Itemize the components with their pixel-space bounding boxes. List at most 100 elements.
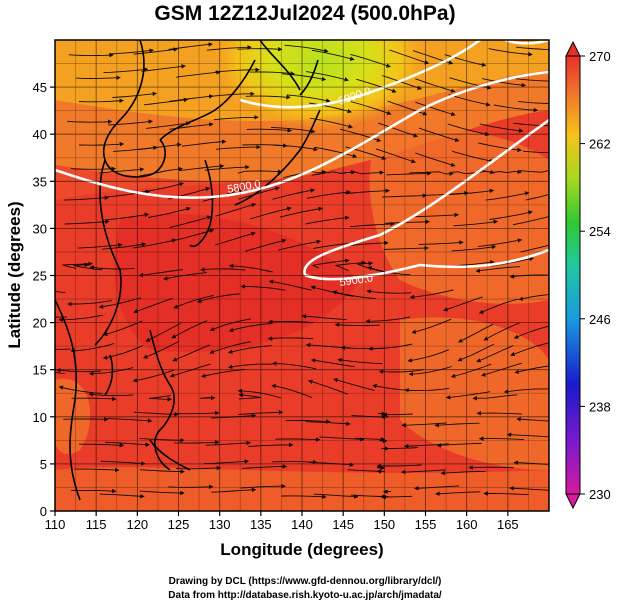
x-tick-label: 165	[497, 517, 519, 532]
streamline	[55, 348, 71, 350]
streamline	[478, 142, 522, 153]
streamline	[493, 104, 539, 113]
streamline	[102, 320, 143, 337]
streamline	[267, 336, 314, 341]
streamline	[141, 64, 186, 72]
colorbar: 230 238 246 254 262 270	[565, 40, 611, 510]
contour-5900-south	[304, 248, 549, 281]
streamline	[176, 70, 221, 78]
streamline	[107, 417, 153, 423]
streamline	[357, 261, 385, 273]
y-tick-label: 5	[40, 457, 47, 472]
streamline	[337, 357, 383, 364]
streamline	[64, 219, 110, 225]
streamline	[227, 363, 273, 370]
streamline	[408, 366, 452, 377]
streamline	[310, 358, 355, 368]
streamline	[78, 98, 124, 104]
streamline	[271, 459, 318, 465]
streamline	[70, 343, 114, 353]
streamline	[139, 490, 185, 496]
streamline	[515, 78, 549, 82]
streamline	[275, 437, 321, 442]
streamline	[506, 432, 549, 438]
x-tick-label: 150	[373, 517, 395, 532]
streamline	[381, 446, 419, 451]
streamline	[240, 483, 286, 489]
x-tick-label: 160	[456, 517, 478, 532]
streamline	[436, 442, 482, 448]
streamline	[58, 385, 103, 394]
streamline	[215, 144, 261, 150]
colorbar-bottom-arrow	[565, 493, 581, 510]
streamline	[63, 417, 109, 422]
streamline	[206, 45, 252, 51]
streamline	[227, 345, 272, 354]
streamline	[411, 318, 452, 334]
y-axis-label: Latitude (degrees)	[5, 201, 24, 348]
streamline	[214, 231, 256, 246]
streamline	[204, 164, 250, 171]
x-tick-label: 125	[168, 517, 190, 532]
colorbar-tick-label: 270	[589, 49, 611, 64]
streamline	[71, 488, 117, 494]
streamline	[169, 363, 211, 378]
streamline	[55, 371, 65, 375]
streamline	[246, 128, 292, 133]
streamline	[98, 297, 142, 309]
streamline	[483, 322, 520, 341]
y-tick-label: 10	[33, 410, 47, 425]
streamline	[478, 169, 523, 175]
streamline	[99, 493, 145, 499]
height-contours	[55, 40, 549, 281]
streamline	[143, 340, 180, 359]
streamline	[133, 238, 177, 249]
streamline	[478, 298, 519, 314]
streamline	[559, 44, 603, 47]
streamline	[384, 219, 430, 225]
streamline	[413, 212, 460, 218]
y-tick-label: 15	[33, 363, 47, 378]
colorbar-ticks: 230 238 246 254 262 270	[580, 49, 611, 502]
streamline	[79, 141, 125, 147]
streamline	[169, 215, 212, 228]
streamline	[148, 206, 191, 219]
streamline	[228, 263, 273, 273]
streamline	[418, 240, 464, 245]
streamline	[516, 417, 549, 422]
streamline	[513, 325, 549, 339]
streamline	[168, 484, 214, 490]
streamline	[368, 343, 413, 351]
streamline	[440, 470, 486, 476]
streamline	[70, 166, 116, 172]
streamline	[196, 293, 240, 304]
colorbar-tick-label: 262	[589, 137, 611, 152]
streamline	[199, 395, 216, 401]
streamline	[228, 323, 273, 333]
streamline	[520, 244, 549, 253]
streamline	[503, 388, 549, 394]
streamline	[349, 221, 395, 228]
streamline	[457, 323, 494, 343]
streamline	[404, 387, 450, 393]
streamline	[89, 265, 135, 270]
streamline	[415, 152, 456, 167]
streamline	[344, 188, 390, 195]
streamline	[139, 437, 185, 443]
streamline	[478, 238, 523, 247]
streamline	[238, 186, 280, 200]
streamline	[173, 294, 214, 309]
streamline	[381, 193, 428, 198]
streamline	[409, 171, 454, 176]
contour-5900-east	[303, 118, 549, 276]
streamline	[272, 188, 316, 200]
streamline	[279, 206, 324, 218]
y-tick-label: 35	[33, 174, 47, 189]
streamline	[71, 396, 117, 402]
streamline	[271, 361, 317, 370]
streamline	[55, 290, 66, 294]
streamline	[375, 148, 416, 164]
streamline	[67, 300, 112, 307]
streamline	[137, 142, 182, 151]
streamline	[249, 71, 295, 76]
